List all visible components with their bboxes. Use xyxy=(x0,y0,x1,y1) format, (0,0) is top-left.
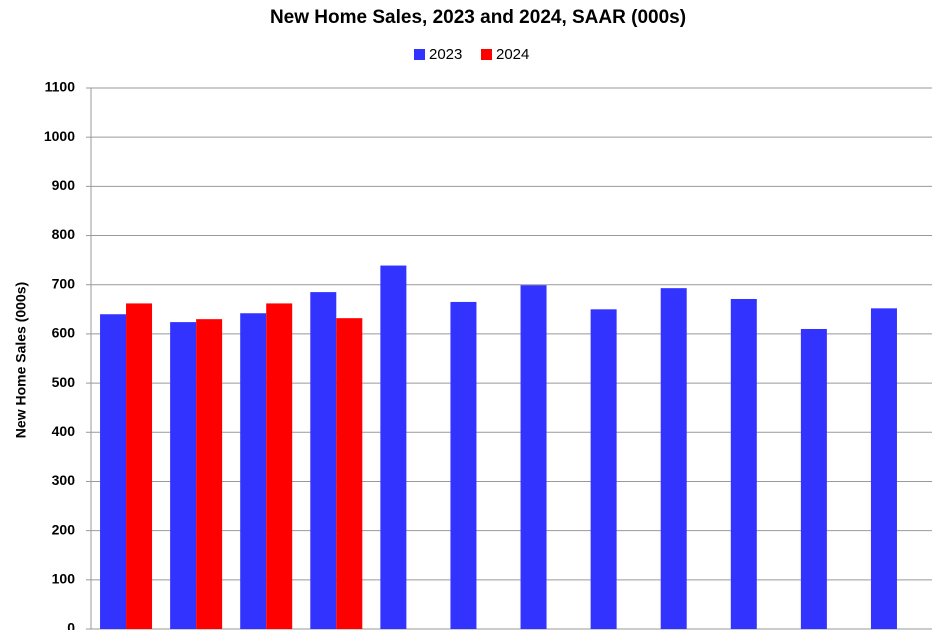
y-tick-label: 900 xyxy=(52,177,76,193)
bar xyxy=(266,303,293,629)
y-tick-label: 1000 xyxy=(44,128,75,144)
bar xyxy=(126,303,153,629)
bar xyxy=(336,318,363,629)
y-tick-label: 800 xyxy=(52,226,76,242)
bar xyxy=(870,308,897,629)
bar xyxy=(100,314,127,629)
legend-swatch xyxy=(481,49,492,60)
y-axis-label: New Home Sales (000s) xyxy=(13,282,29,438)
y-tick-label: 1100 xyxy=(45,79,76,95)
bar xyxy=(520,285,547,629)
y-tick-label: 600 xyxy=(52,325,76,341)
chart-title: New Home Sales, 2023 and 2024, SAAR (000… xyxy=(270,7,686,28)
bar xyxy=(380,265,407,629)
bar xyxy=(196,319,223,629)
bar xyxy=(730,298,757,629)
bar xyxy=(800,328,827,629)
bar xyxy=(590,309,617,629)
y-tick-label: 300 xyxy=(52,472,76,488)
legend-label: 2024 xyxy=(496,46,529,63)
y-tick-label: 200 xyxy=(52,521,76,537)
bar xyxy=(170,322,197,629)
bar xyxy=(660,288,687,629)
legend-label: 2023 xyxy=(429,46,462,63)
y-tick-label: 700 xyxy=(52,275,76,291)
bar xyxy=(450,301,477,629)
y-tick-label: 500 xyxy=(52,374,76,390)
y-tick-label: 0 xyxy=(67,620,75,630)
bar xyxy=(310,292,337,629)
y-tick-label: 100 xyxy=(52,571,76,587)
y-tick-label: 400 xyxy=(52,423,76,439)
bar xyxy=(240,313,267,629)
legend-swatch xyxy=(414,49,425,60)
